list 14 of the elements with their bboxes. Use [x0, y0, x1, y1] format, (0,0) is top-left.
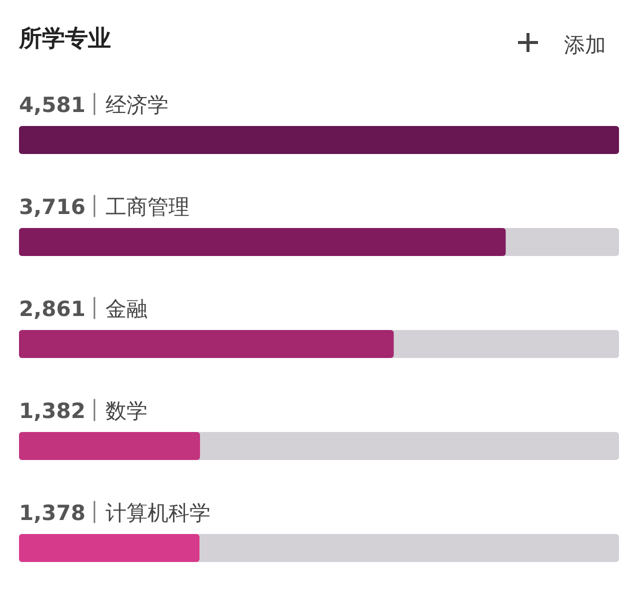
y-tick-label: 数学	[105, 399, 148, 423]
bar	[19, 432, 200, 460]
data-label: 4,581	[19, 93, 86, 117]
y-tick-label: 金融	[105, 297, 148, 321]
annotation: 添加	[564, 33, 606, 57]
data-label: 2,861	[19, 297, 86, 321]
data-label: 1,378	[19, 501, 86, 525]
y-tick-label: 经济学	[105, 93, 168, 117]
bar	[19, 534, 200, 562]
chart-title: 所学专业	[18, 26, 111, 52]
y-tick-label: 计算机科学	[105, 501, 210, 525]
data-label: 1,382	[19, 399, 86, 423]
data-label: 3,716	[19, 195, 86, 219]
y-tick-label: 工商管理	[105, 195, 190, 219]
